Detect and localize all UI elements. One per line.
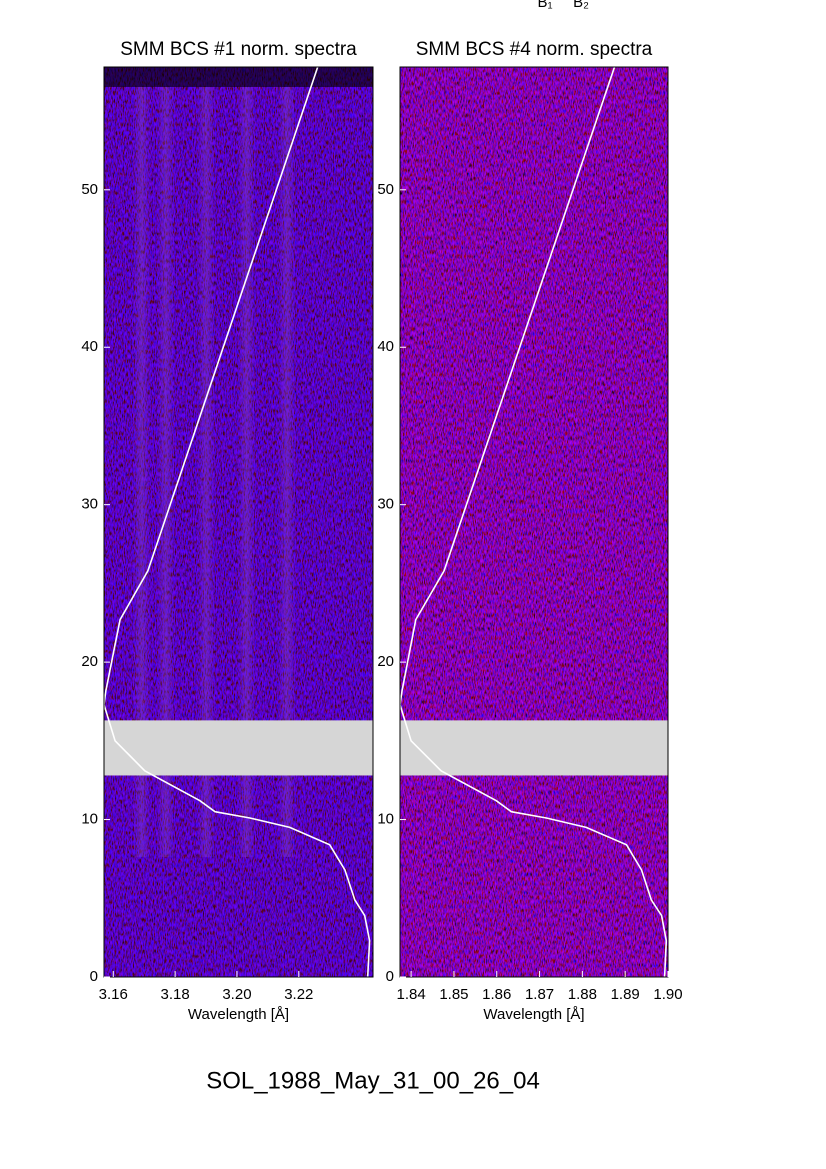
top-label: B₂ xyxy=(573,0,589,11)
y-tick-label: 20 xyxy=(377,653,394,670)
x-tick-label: 3.22 xyxy=(284,986,313,1003)
spectral-line xyxy=(132,87,151,857)
data-gap xyxy=(400,720,668,776)
y-tick-label: 0 xyxy=(386,968,394,985)
frame xyxy=(103,66,374,978)
light-curve xyxy=(400,67,668,977)
spectral-line xyxy=(156,87,175,857)
y-tick-label: 30 xyxy=(377,496,394,513)
panel-title: SMM BCS #4 norm. spectra xyxy=(416,39,653,60)
frame xyxy=(399,66,669,978)
y-tick-label: 40 xyxy=(81,338,98,355)
spectral-line xyxy=(197,87,216,857)
plot-area xyxy=(104,67,373,977)
x-tick-label: 1.87 xyxy=(525,986,554,1003)
y-tick-label: 10 xyxy=(377,811,394,828)
x-tick-label: 3.18 xyxy=(161,986,190,1003)
y-tick-label: 0 xyxy=(90,968,98,985)
x-axis-label: Wavelength [Å] xyxy=(188,1006,289,1023)
x-tick-label: 1.84 xyxy=(397,986,426,1003)
spectral-line xyxy=(277,87,296,857)
y-tick-label: 30 xyxy=(81,496,98,513)
plot-area xyxy=(400,67,668,977)
spectral-line xyxy=(237,87,256,857)
x-tick-label: 1.88 xyxy=(568,986,597,1003)
y-tick-label: 10 xyxy=(81,811,98,828)
spectrum-noise xyxy=(400,67,668,977)
light-curve xyxy=(104,67,371,977)
top-band xyxy=(104,67,373,87)
x-tick-label: 1.86 xyxy=(482,986,511,1003)
y-tick-label: 50 xyxy=(81,181,98,198)
caption: SOL_1988_May_31_00_26_04 xyxy=(206,1067,540,1094)
x-tick-label: 3.16 xyxy=(99,986,128,1003)
x-tick-label: 3.20 xyxy=(222,986,251,1003)
y-tick-label: 20 xyxy=(81,653,98,670)
top-label: B₁ xyxy=(537,0,552,11)
y-tick-label: 50 xyxy=(377,181,394,198)
x-tick-label: 1.85 xyxy=(439,986,468,1003)
x-tick-label: 1.90 xyxy=(653,986,682,1003)
panel-title: SMM BCS #1 norm. spectra xyxy=(120,39,357,60)
x-tick-label: 1.89 xyxy=(611,986,640,1003)
x-axis-label: Wavelength [Å] xyxy=(483,1006,584,1023)
y-tick-label: 40 xyxy=(377,338,394,355)
data-gap xyxy=(104,720,373,776)
